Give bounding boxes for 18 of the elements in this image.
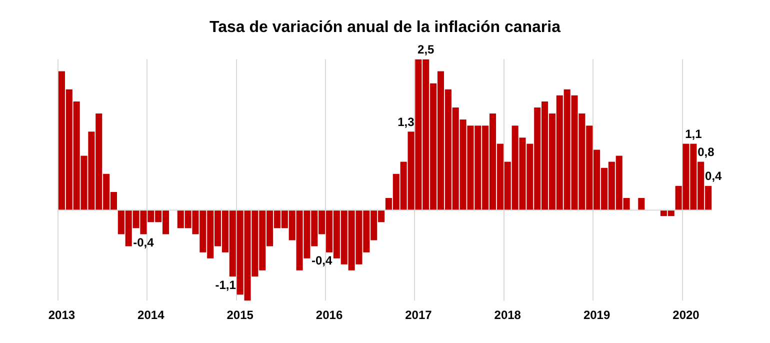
x-tick-label: 2015 [226, 308, 254, 322]
x-tick-label: 2013 [48, 308, 76, 322]
x-tick-label: 2016 [316, 308, 343, 322]
data-label: 2,5 [418, 42, 435, 57]
data-label: 1,1 [685, 127, 702, 142]
x-tick-label: 2019 [583, 308, 610, 322]
data-label: 1,3 [398, 114, 415, 129]
data-label: -0,4 [133, 236, 154, 250]
data-label: 0,4 [705, 169, 722, 184]
data-label: 0,8 [698, 145, 715, 160]
x-tick-label: 2017 [405, 308, 432, 322]
data-label: -0,4 [311, 254, 332, 268]
x-tick-label: 2014 [138, 308, 165, 322]
x-tick-label: 2018 [494, 308, 522, 322]
bar [638, 198, 645, 210]
data-label: -1,1 [215, 278, 236, 292]
chart-title: Tasa de variación anual de la inflación canaria [210, 19, 561, 36]
x-tick-label: 2020 [672, 308, 700, 322]
